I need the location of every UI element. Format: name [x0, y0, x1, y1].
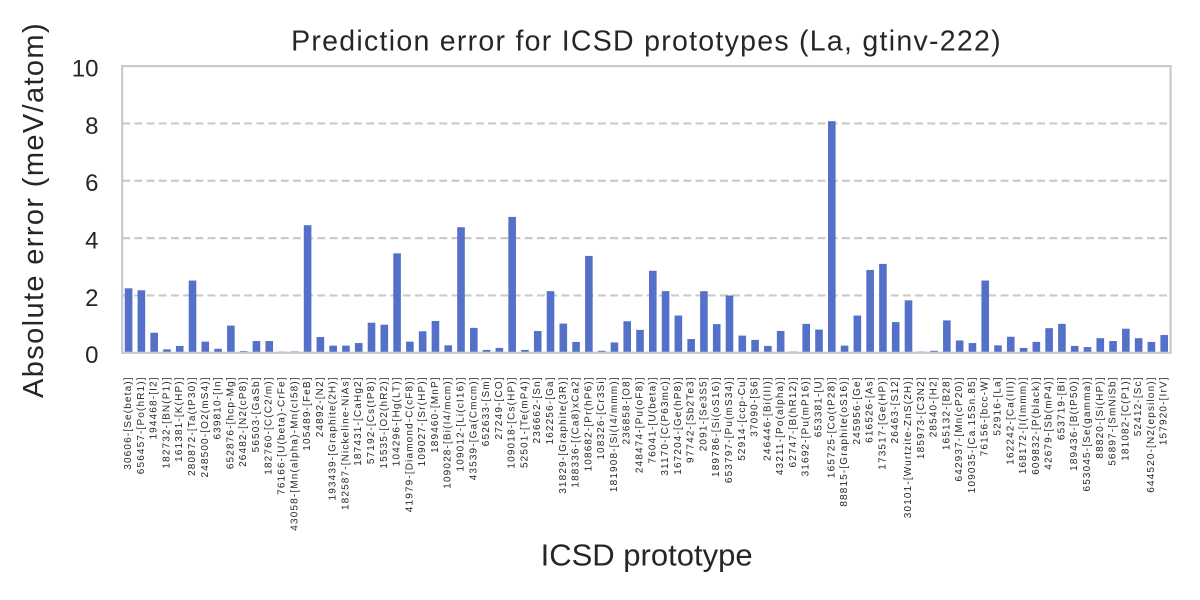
- svg-text:193439-[Graphite(2H)]: 193439-[Graphite(2H)]: [328, 376, 339, 500]
- svg-text:Absolute error (meV/atom): Absolute error (meV/atom): [18, 22, 50, 398]
- svg-text:245956-[Ge]: 245956-[Ge]: [852, 376, 863, 444]
- svg-text:653381-[U]: 653381-[U]: [814, 376, 825, 437]
- svg-text:609832-[P(black)]: 609832-[P(black)]: [1031, 376, 1042, 474]
- svg-text:157920-[IrV]: 157920-[IrV]: [1159, 376, 1170, 445]
- svg-text:76156-[bcc-W]: 76156-[bcc-W]: [980, 376, 991, 456]
- svg-text:656457-[Po(hR1)]: 656457-[Po(hR1)]: [136, 376, 147, 474]
- svg-text:31170-[C(P63mc)]: 31170-[C(P63mc)]: [660, 376, 671, 475]
- svg-text:8: 8: [85, 113, 98, 140]
- svg-text:52916-[La]: 52916-[La]: [993, 376, 1004, 435]
- svg-text:52412-[Sc]: 52412-[Sc]: [1133, 376, 1144, 436]
- svg-text:162256-[Ga]: 162256-[Ga]: [545, 376, 556, 444]
- svg-text:108682-[Pr(hP6)]: 108682-[Pr(hP6)]: [583, 376, 594, 471]
- svg-text:88820-[Si(HP)]: 88820-[Si(HP)]: [1095, 376, 1106, 458]
- svg-text:56503-[GaSb]: 56503-[GaSb]: [251, 376, 262, 452]
- svg-text:104296-[Hg(LT)]: 104296-[Hg(LT)]: [392, 376, 403, 466]
- svg-text:109027-[Sr(HP)]: 109027-[Sr(HP)]: [417, 376, 428, 466]
- svg-text:15535-[O2(hR2)]: 15535-[O2(hR2)]: [379, 376, 390, 468]
- svg-text:109035-[Ca.15Sn.85]: 109035-[Ca.15Sn.85]: [967, 376, 978, 493]
- svg-text:43539-[Ga(Cmcm)]: 43539-[Ga(Cmcm)]: [468, 376, 479, 480]
- svg-text:189786-[Si(oS16)]: 189786-[Si(oS16)]: [711, 376, 722, 477]
- svg-text:109018-[Cs(HP)]: 109018-[Cs(HP)]: [507, 376, 518, 468]
- svg-text:652633-[Sm]: 652633-[Sm]: [481, 376, 492, 446]
- svg-text:653719-[Bi]: 653719-[Bi]: [1056, 376, 1067, 440]
- svg-text:189436-[B(tP50)]: 189436-[B(tP50)]: [1069, 376, 1080, 471]
- svg-text:236662-[Sn]: 236662-[Sn]: [532, 376, 543, 443]
- svg-text:167204-[Ge(hP8)]: 167204-[Ge(hP8)]: [673, 376, 684, 474]
- svg-text:62747-[B(hR12)]: 62747-[B(hR12)]: [788, 376, 799, 467]
- svg-text:181908-[Si(I4/mmm)]: 181908-[Si(I4/mmm)]: [609, 376, 620, 492]
- svg-text:109012-[Li(cI16)]: 109012-[Li(cI16)]: [456, 376, 467, 471]
- svg-text:Prediction error for ICSD prot: Prediction error for ICSD prototypes (La…: [291, 26, 1002, 58]
- svg-text:76041-[U(beta)]: 76041-[U(beta)]: [647, 376, 658, 463]
- svg-text:161381-[K(HP)]: 161381-[K(HP)]: [174, 376, 185, 462]
- svg-text:97742-[Sb2Te3]: 97742-[Sb2Te3]: [686, 376, 697, 463]
- svg-text:653797-[Pu(mS34)]: 653797-[Pu(mS34)]: [724, 376, 735, 483]
- svg-text:652876-[hcp-Mg]: 652876-[hcp-Mg]: [225, 376, 236, 469]
- svg-text:653045-[Se(gamma)]: 653045-[Se(gamma)]: [1082, 376, 1093, 491]
- svg-text:188336-[(Ca8)xCa2]: 188336-[(Ca8)xCa2]: [571, 376, 582, 487]
- svg-text:76166-[U(beta)-CrFe]: 76166-[U(beta)-CrFe]: [277, 376, 288, 495]
- svg-text:43058-[Mn(alpha)-Mn(cI58)]: 43058-[Mn(alpha)-Mn(cI58)]: [289, 376, 300, 530]
- svg-text:30101-[Wurtzite-ZnS(2H)]: 30101-[Wurtzite-ZnS(2H)]: [903, 376, 914, 518]
- svg-text:52501-[Te(mP4)]: 52501-[Te(mP4)]: [519, 376, 530, 468]
- svg-text:616526-[As]: 616526-[As]: [865, 376, 876, 443]
- svg-text:182732-[BN(P1)]: 182732-[BN(P1)]: [161, 376, 172, 468]
- svg-text:27249-[CO]: 27249-[CO]: [494, 376, 505, 439]
- svg-text:41979-[Diamond-C(cF8)]: 41979-[Diamond-C(cF8)]: [404, 376, 415, 512]
- svg-text:181082-[C(P1)]: 181082-[C(P1)]: [1120, 376, 1131, 460]
- svg-text:248474-[Pu(oF8)]: 248474-[Pu(oF8)]: [635, 376, 646, 473]
- svg-text:6: 6: [85, 170, 98, 197]
- svg-text:168172-[I(Immm)]: 168172-[I(Immm)]: [1018, 376, 1029, 474]
- svg-text:26482-[N2(cP8)]: 26482-[N2(cP8)]: [238, 376, 249, 467]
- svg-text:173517-[Ge(HP)]: 173517-[Ge(HP)]: [877, 376, 888, 469]
- svg-text:37090-[S6]: 37090-[S6]: [750, 376, 761, 436]
- svg-text:0: 0: [85, 342, 98, 369]
- svg-text:165132-[B28]: 165132-[B28]: [941, 376, 952, 450]
- svg-text:31829-[Graphite(3R)]: 31829-[Graphite(3R)]: [558, 376, 569, 494]
- svg-text:4: 4: [85, 228, 98, 255]
- svg-text:248500-[O2(mS4)]: 248500-[O2(mS4)]: [200, 376, 211, 477]
- svg-text:24892-[N2]: 24892-[N2]: [315, 376, 326, 437]
- svg-text:165725-[Co(tP28)]: 165725-[Co(tP28)]: [826, 376, 837, 478]
- svg-text:236858-[O8]: 236858-[O8]: [622, 376, 633, 444]
- svg-text:189460-[MnP]: 189460-[MnP]: [430, 376, 441, 453]
- svg-text:10: 10: [72, 56, 99, 83]
- svg-text:88815-[Graphite(oS16)]: 88815-[Graphite(oS16)]: [839, 376, 850, 506]
- svg-text:182760-[C(C2/m)]: 182760-[C(C2/m)]: [264, 376, 275, 474]
- svg-text:280872-[Ta(tP30)]: 280872-[Ta(tP30)]: [187, 376, 198, 476]
- svg-text:56897-[SmNiSb]: 56897-[SmNiSb]: [1108, 376, 1119, 465]
- svg-text:31692-[Pu(mP16)]: 31692-[Pu(mP16)]: [801, 376, 812, 476]
- svg-text:185973-[C3N2]: 185973-[C3N2]: [916, 376, 927, 459]
- svg-text:57192-[Cs(tP8)]: 57192-[Cs(tP8)]: [366, 376, 377, 464]
- svg-text:26463-[S12]: 26463-[S12]: [890, 376, 901, 443]
- svg-text:182587-[Nickeline-NiAs]: 182587-[Nickeline-NiAs]: [340, 376, 351, 510]
- svg-text:42679-[Sb(mP4)]: 42679-[Sb(mP4)]: [1044, 376, 1055, 469]
- svg-text:187431-[CaHg2]: 187431-[CaHg2]: [353, 376, 364, 465]
- svg-text:ICSD prototype: ICSD prototype: [541, 537, 753, 572]
- svg-text:246446-[Bi(III)]: 246446-[Bi(III)]: [762, 376, 773, 461]
- svg-text:108326-[Cr3Si]: 108326-[Cr3Si]: [596, 376, 607, 459]
- svg-text:2091-[Se3S5]: 2091-[Se3S5]: [698, 376, 709, 451]
- svg-text:194468-[I2]: 194468-[I2]: [149, 376, 160, 439]
- svg-text:52914-[ccp-Cu]: 52914-[ccp-Cu]: [737, 376, 748, 460]
- svg-text:105489-[FeB]: 105489-[FeB]: [302, 376, 313, 450]
- svg-text:644520-[N2(epsilon)]: 644520-[N2(epsilon)]: [1146, 376, 1157, 492]
- svg-text:109028-[Bi(I4/mcm)]: 109028-[Bi(I4/mcm)]: [443, 376, 454, 488]
- svg-text:28540-[H2]: 28540-[H2]: [929, 376, 940, 437]
- svg-text:2: 2: [85, 285, 98, 312]
- svg-text:639810-[In]: 639810-[In]: [213, 376, 224, 439]
- svg-text:30606-[Se(beta)]: 30606-[Se(beta)]: [123, 376, 134, 469]
- svg-text:43211-[Po(alpha)]: 43211-[Po(alpha)]: [775, 376, 786, 475]
- svg-text:642937-[Mn(cP20)]: 642937-[Mn(cP20)]: [954, 376, 965, 481]
- svg-text:162242-[Ca(III)]: 162242-[Ca(III)]: [1005, 376, 1016, 464]
